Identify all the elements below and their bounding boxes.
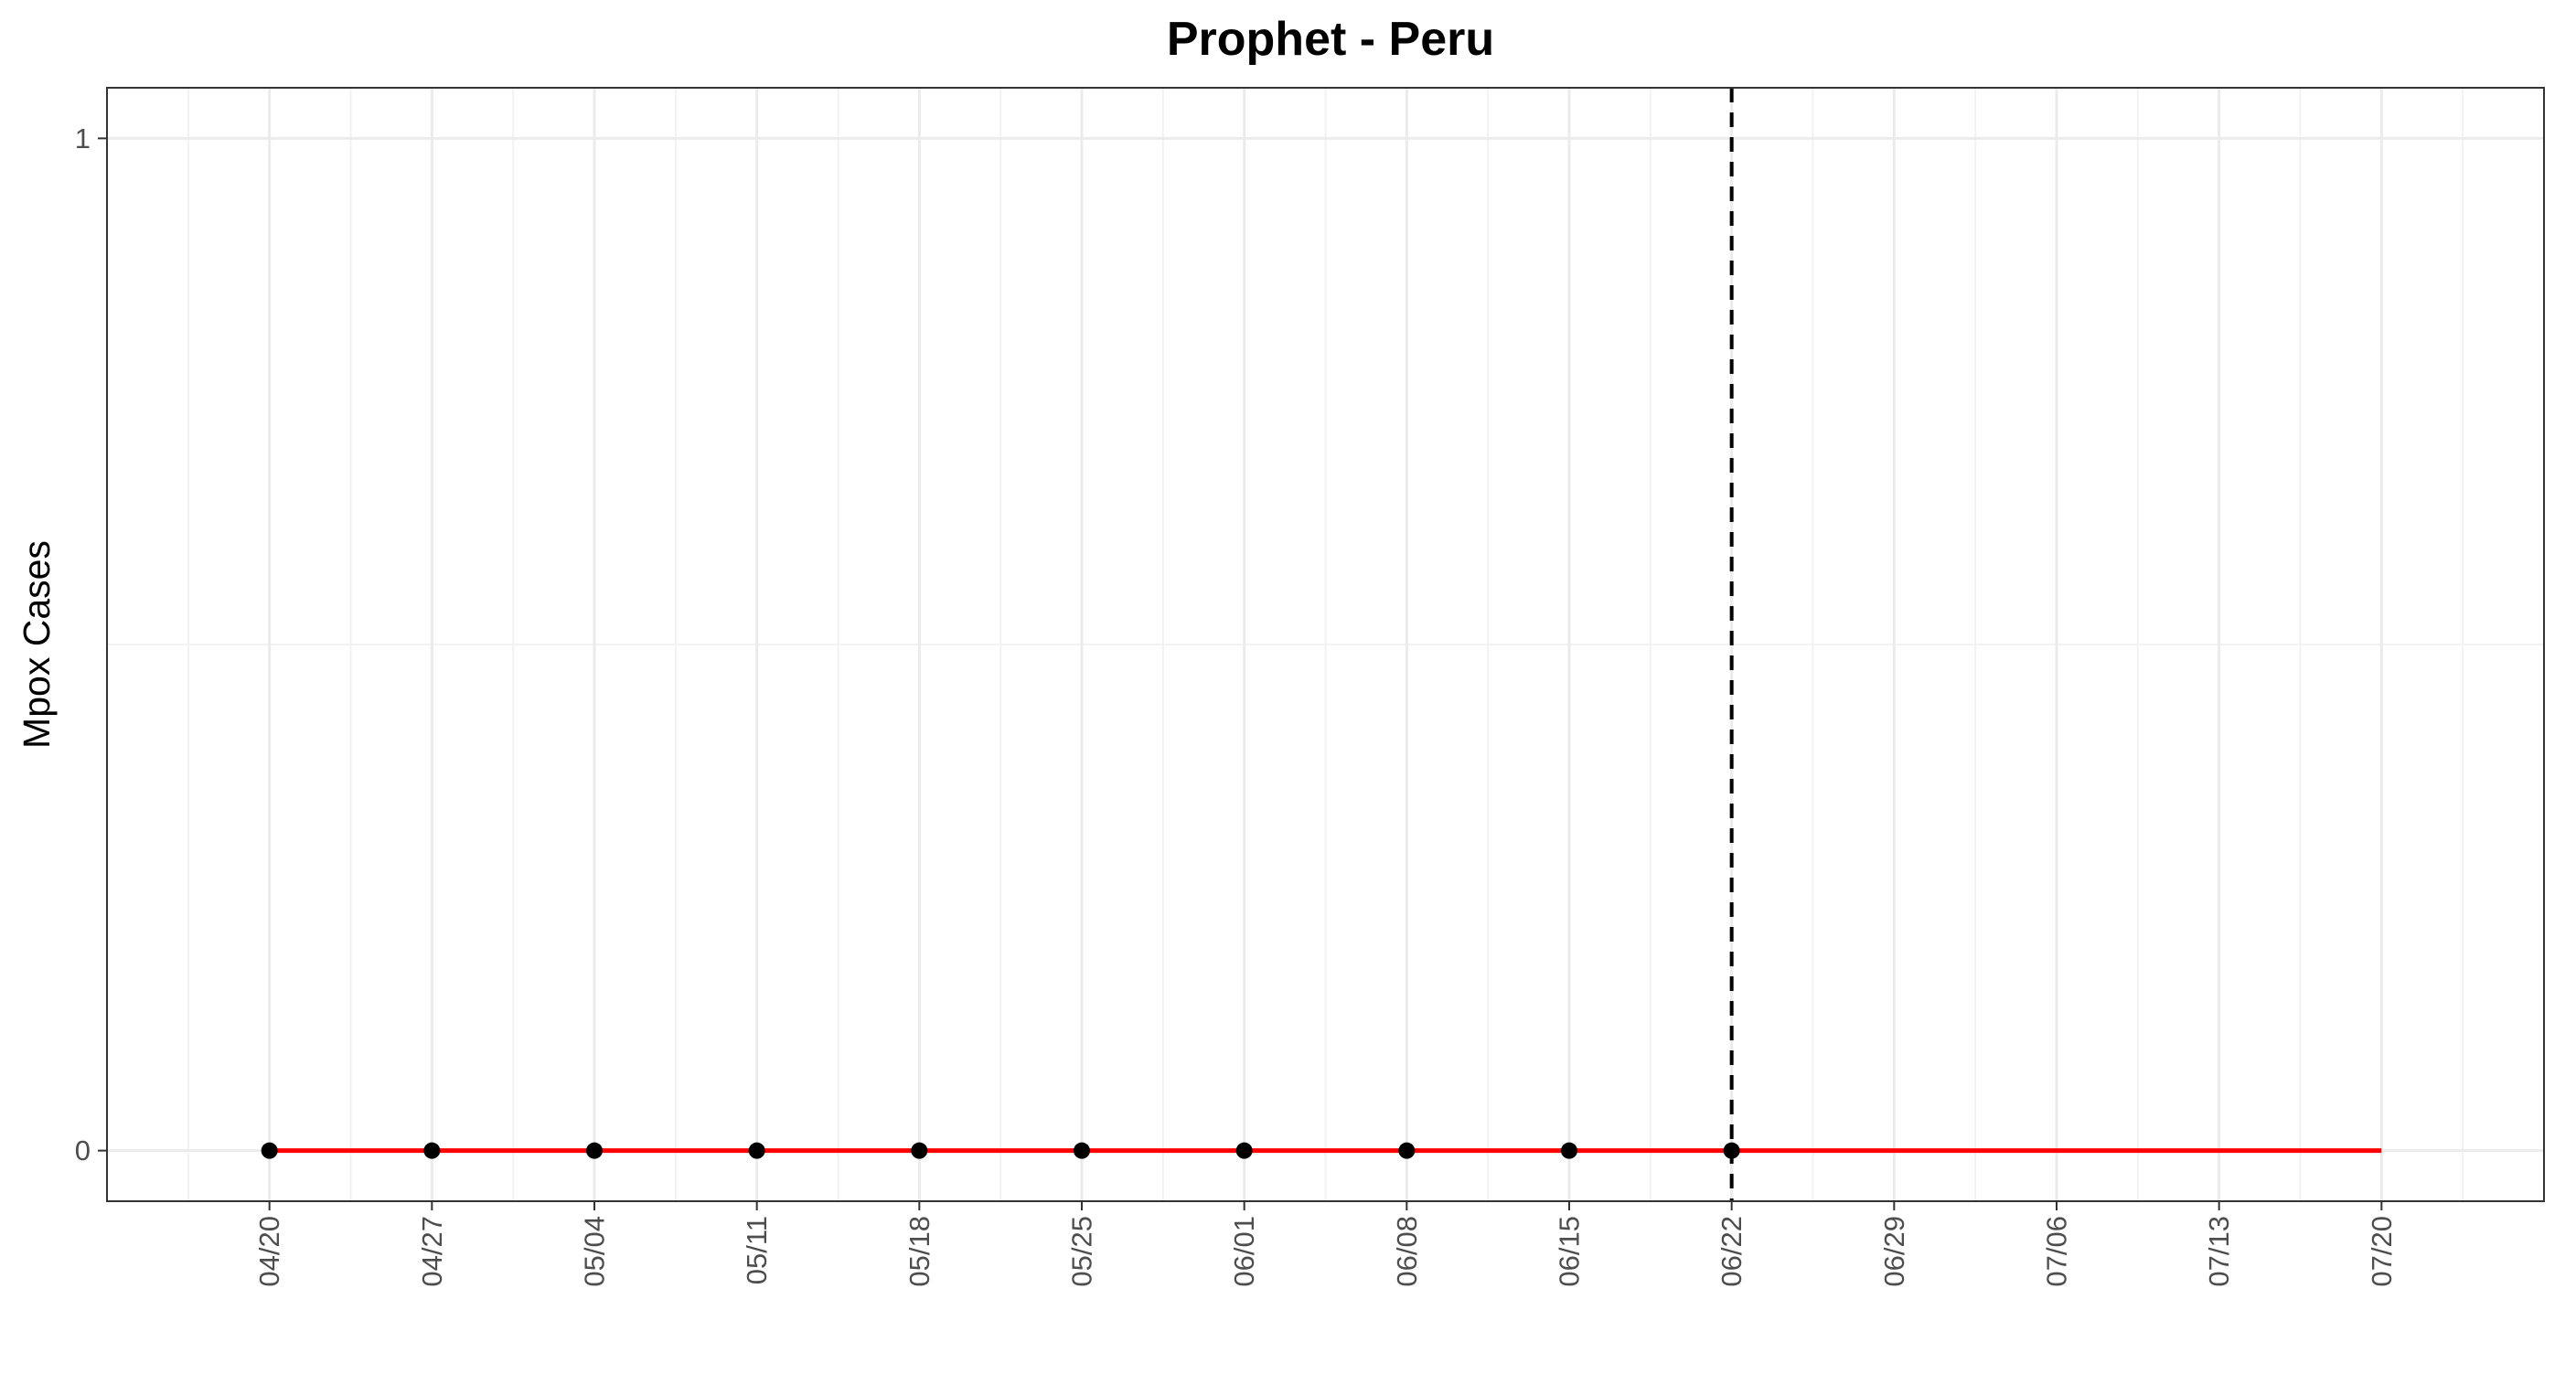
- plot-panel: [106, 87, 2545, 1202]
- x-tick-label: 04/20: [253, 1216, 285, 1287]
- x-tick-label: 06/22: [1716, 1216, 1748, 1287]
- y-axis: 01: [75, 122, 107, 1166]
- y-tick-label: 0: [75, 1134, 91, 1166]
- x-tick-label: 06/29: [1878, 1216, 1910, 1287]
- observed-point: [261, 1142, 278, 1159]
- x-axis: 04/20 04/27 05/04 05/11 05/18 05/25 06/01 06/08…: [253, 1201, 2398, 1287]
- observed-point: [586, 1142, 603, 1159]
- x-tick-label: 07/20: [2366, 1216, 2398, 1287]
- observed-point: [1398, 1142, 1416, 1159]
- x-tick-label: 04/27: [416, 1216, 448, 1287]
- series-layer: [261, 88, 2382, 1201]
- x-tick-label: 05/04: [579, 1216, 611, 1287]
- observed-point: [1235, 1142, 1253, 1159]
- x-tick-label: 05/25: [1066, 1216, 1098, 1287]
- observed-point: [748, 1142, 765, 1159]
- minor-gridlines: [107, 88, 2544, 1201]
- x-tick-label: 07/06: [2041, 1216, 2073, 1287]
- y-tick-label: 1: [75, 122, 91, 154]
- observed-point: [911, 1142, 928, 1159]
- y-axis-label: Mpox Cases: [16, 540, 58, 749]
- observed-point: [1561, 1142, 1577, 1159]
- x-tick-label: 05/18: [903, 1216, 935, 1287]
- x-tick-label: 06/08: [1391, 1216, 1423, 1287]
- chart-title: Prophet - Peru: [1167, 13, 1494, 66]
- x-tick-label: 06/01: [1228, 1216, 1260, 1287]
- x-tick-label: 05/11: [741, 1216, 773, 1284]
- x-tick-label: 07/13: [2203, 1216, 2235, 1287]
- observed-point: [1074, 1142, 1090, 1159]
- x-tick-label: 06/15: [1554, 1216, 1586, 1287]
- observed-point: [1723, 1142, 1740, 1159]
- observed-point: [423, 1142, 441, 1159]
